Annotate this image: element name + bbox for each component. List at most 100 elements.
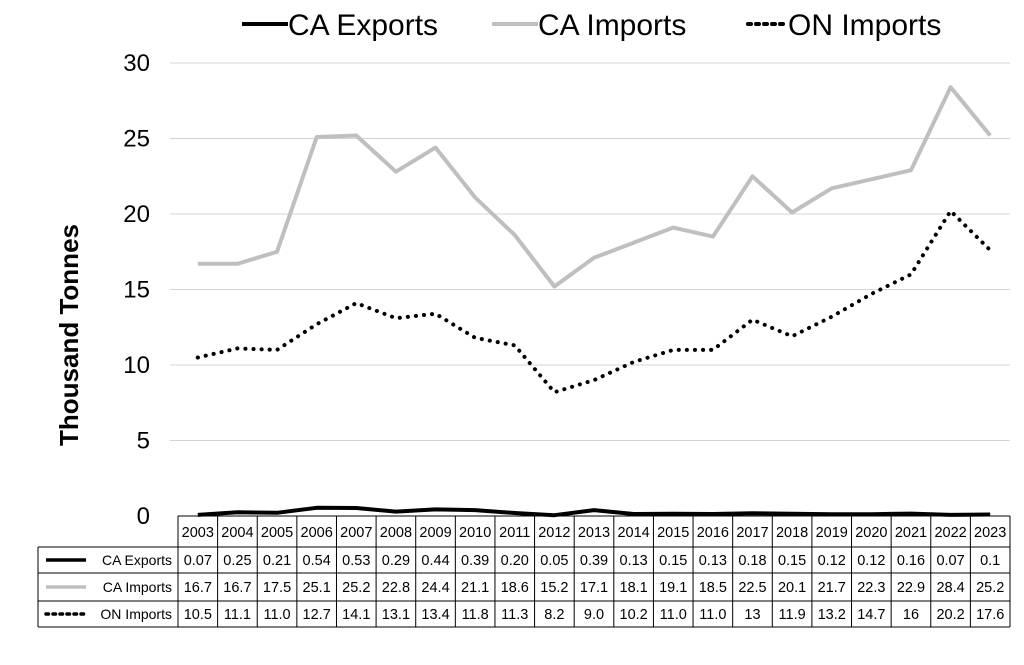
table-row-label: ON Imports <box>100 606 172 622</box>
series-line-on-imports <box>195 209 993 395</box>
x-tick-label: 2009 <box>419 525 451 541</box>
data-label: 24.4 <box>421 580 449 596</box>
x-tick-label: 2015 <box>657 525 689 541</box>
y-tick-label: 30 <box>123 50 150 77</box>
data-label: 0.1 <box>980 553 1000 569</box>
data-label: 22.8 <box>382 580 410 596</box>
data-label: 9.0 <box>584 607 604 623</box>
data-label: 0.07 <box>184 553 212 569</box>
gridlines <box>170 62 1010 441</box>
data-label: 25.1 <box>303 580 331 596</box>
data-label: 11.0 <box>699 607 726 623</box>
data-label: 0.16 <box>897 553 925 569</box>
data-label: 18.5 <box>699 580 727 596</box>
x-tick-label: 2020 <box>855 525 887 541</box>
data-label: 0.29 <box>382 553 410 569</box>
x-tick-label: 2013 <box>578 525 610 541</box>
y-tick-label: 0 <box>137 503 150 530</box>
series-line-ca-imports <box>197 85 992 289</box>
data-label: 25.2 <box>976 580 1004 596</box>
x-tick-label: 2005 <box>261 525 293 541</box>
y-tick-label: 20 <box>123 201 150 228</box>
data-label: 19.1 <box>659 580 687 596</box>
data-label: 21.7 <box>818 580 846 596</box>
data-label: 18.6 <box>501 580 529 596</box>
data-label: 0.39 <box>580 553 608 569</box>
data-label: 10.5 <box>184 607 212 623</box>
x-tick-label: 2016 <box>697 525 729 541</box>
data-label: 20.2 <box>936 607 964 623</box>
data-label: 12.7 <box>303 607 331 623</box>
data-label: 16 <box>903 607 919 623</box>
y-axis-label: Thousand Tonnes <box>54 224 84 446</box>
data-label: 11.3 <box>501 607 528 623</box>
data-label: 20.1 <box>778 580 806 596</box>
x-tick-label: 2023 <box>974 525 1006 541</box>
legend-label: CA Exports <box>288 9 438 42</box>
y-axis-ticks: 0 5 10 15 20 25 30 <box>123 50 150 530</box>
data-label: 16.7 <box>223 580 251 596</box>
data-label: 11.9 <box>779 607 806 623</box>
data-table: 2003 2004 2005 2006 2007 2008 2009 2010 2011 2012… <box>37 515 1011 628</box>
x-tick-label: 2014 <box>617 525 649 541</box>
legend-label: ON Imports <box>788 9 941 42</box>
data-label: 0.53 <box>342 553 370 569</box>
data-label: 11.0 <box>263 607 290 623</box>
data-label: 0.15 <box>659 553 687 569</box>
x-tick-label: 2008 <box>380 525 412 541</box>
data-label: 0.07 <box>936 553 964 569</box>
data-label: 0.44 <box>421 553 449 569</box>
data-label: 0.13 <box>620 553 648 569</box>
data-label: 15.2 <box>540 580 568 596</box>
x-tick-label: 2022 <box>934 525 966 541</box>
table-row-label: CA Imports <box>103 579 172 595</box>
data-label: 22.5 <box>738 580 766 596</box>
data-label: 11.8 <box>462 607 489 623</box>
data-label: 0.12 <box>818 553 846 569</box>
data-label: 16.7 <box>184 580 212 596</box>
y-tick-label: 5 <box>137 428 150 455</box>
data-label: 11.1 <box>224 607 251 623</box>
series-line-ca-exports <box>197 505 991 518</box>
data-label: 0.25 <box>223 553 251 569</box>
data-label: 10.2 <box>620 607 648 623</box>
table-row-label: CA Exports <box>102 552 172 568</box>
x-tick-label: 2021 <box>895 525 927 541</box>
data-label: 18.1 <box>620 580 648 596</box>
data-label: 17.6 <box>976 607 1004 623</box>
data-label: 14.1 <box>342 607 370 623</box>
x-tick-label: 2004 <box>221 525 253 541</box>
x-tick-label: 2006 <box>301 525 333 541</box>
data-label: 0.39 <box>461 553 489 569</box>
x-tick-label: 2010 <box>459 525 491 541</box>
x-tick-label: 2018 <box>776 525 808 541</box>
x-tick-label: 2011 <box>499 525 530 541</box>
data-label: 0.18 <box>738 553 766 569</box>
data-label: 13 <box>744 607 760 623</box>
data-label: 22.3 <box>857 580 885 596</box>
data-label: 17.1 <box>580 580 608 596</box>
data-label: 0.54 <box>303 553 331 569</box>
data-label: 13.4 <box>421 607 449 623</box>
data-label: 22.9 <box>897 580 925 596</box>
data-label: 0.21 <box>263 553 291 569</box>
x-tick-label: 2007 <box>340 525 372 541</box>
data-label: 0.05 <box>540 553 568 569</box>
data-label: 17.5 <box>263 580 291 596</box>
x-tick-label: 2012 <box>538 525 570 541</box>
data-label: 13.1 <box>382 607 410 623</box>
data-label: 11.0 <box>660 607 687 623</box>
data-label: 0.13 <box>699 553 727 569</box>
data-label: 28.4 <box>936 580 964 596</box>
data-label: 14.7 <box>857 607 885 623</box>
legend-label: CA Imports <box>538 9 686 42</box>
data-label: 0.15 <box>778 553 806 569</box>
data-label: 13.2 <box>818 607 846 623</box>
y-tick-label: 15 <box>123 277 150 304</box>
data-label: 25.2 <box>342 580 370 596</box>
data-label: 0.12 <box>857 553 885 569</box>
x-tick-label: 2017 <box>736 525 768 541</box>
y-tick-label: 10 <box>123 352 150 379</box>
series-lines <box>195 85 993 518</box>
